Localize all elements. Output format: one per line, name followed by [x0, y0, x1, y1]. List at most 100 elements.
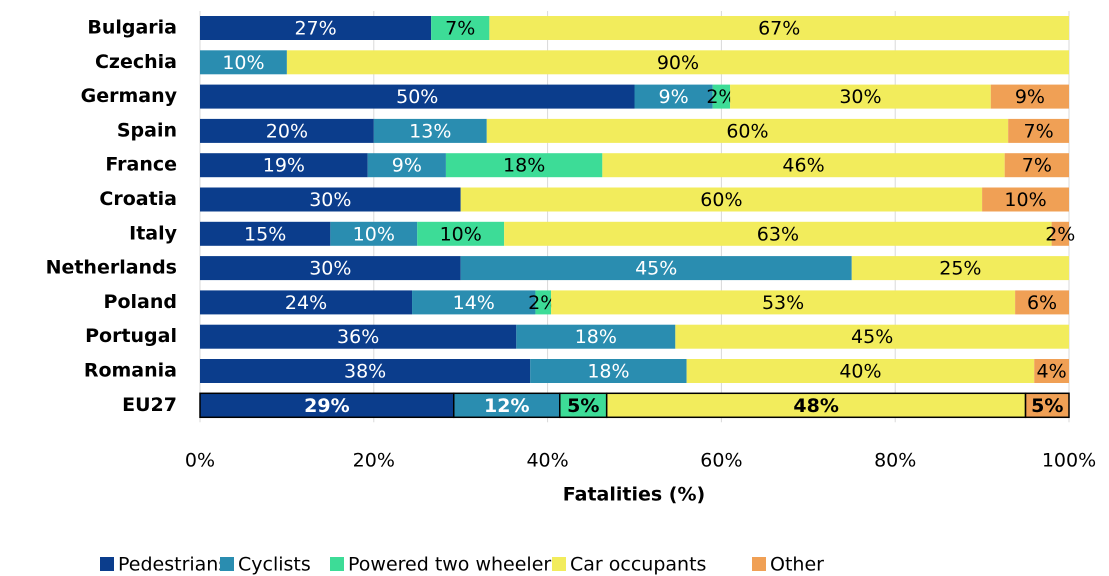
bar-segment: [990, 84, 1069, 109]
bar-segment: [530, 359, 687, 383]
legend-swatch: [330, 557, 344, 571]
legend-label: Pedestrians: [118, 554, 228, 576]
data-label: 7%: [445, 18, 475, 40]
bar-segment: [516, 324, 676, 349]
category-label: Czechia: [95, 51, 177, 73]
x-tick-label: 60%: [700, 450, 742, 472]
bar-segment: [489, 16, 1069, 40]
bar-segment: [200, 256, 461, 281]
legend-label: Other: [770, 554, 824, 576]
data-label: 7%: [1024, 120, 1054, 142]
data-label: 48%: [793, 395, 838, 417]
category-label: Poland: [104, 291, 177, 313]
bar-segment: [431, 16, 490, 40]
category-label: Netherlands: [46, 257, 177, 279]
category-label: Spain: [117, 119, 177, 141]
data-label: 2%: [1045, 223, 1075, 245]
bar-segment: [851, 256, 1069, 281]
data-label: 40%: [839, 361, 881, 383]
data-label: 30%: [309, 258, 351, 280]
category-label: Croatia: [99, 188, 177, 210]
data-label: 20%: [266, 120, 308, 142]
data-label: 5%: [1031, 395, 1063, 417]
bar-segment: [602, 153, 1005, 178]
x-tick-label: 100%: [1042, 450, 1096, 472]
bar-segment: [417, 221, 505, 246]
data-label: 45%: [635, 258, 677, 280]
data-label: 18%: [575, 326, 617, 348]
category-label: France: [105, 154, 177, 176]
bar-segment: [1024, 392, 1070, 419]
bar-segment: [460, 187, 983, 212]
bar-segment: [1051, 221, 1069, 246]
bar-segment: [200, 221, 331, 246]
bar-segment: [686, 359, 1035, 383]
bar-segment: [200, 16, 432, 40]
data-label: 2%: [528, 292, 558, 314]
data-label: 6%: [1027, 292, 1057, 314]
data-label: 9%: [659, 86, 689, 108]
data-label: 38%: [344, 361, 386, 383]
data-label: 14%: [453, 292, 495, 314]
data-label: 18%: [587, 361, 629, 383]
bar-segment: [373, 118, 487, 143]
bar-segment: [330, 221, 418, 246]
data-label: 53%: [762, 292, 804, 314]
x-tick-label: 80%: [874, 450, 916, 472]
bar-segment: [712, 84, 731, 109]
legend-label: Car occupants: [570, 554, 706, 576]
category-label: Germany: [81, 85, 178, 107]
data-label: 45%: [851, 326, 893, 348]
data-label: 10%: [222, 52, 264, 74]
data-label: 46%: [782, 155, 824, 177]
bar-segment: [200, 153, 368, 178]
category-label: Romania: [84, 360, 177, 382]
data-label: 12%: [484, 395, 529, 417]
data-label: 63%: [757, 223, 799, 245]
bar-segment: [200, 359, 531, 383]
category-label: Italy: [129, 222, 177, 244]
data-label: 18%: [503, 155, 545, 177]
bar-segment: [1004, 153, 1069, 178]
legend-label: Powered two wheelers: [348, 554, 561, 576]
bar-segment: [486, 118, 1009, 143]
x-tick-label: 0%: [185, 450, 215, 472]
legend-swatch: [100, 557, 114, 571]
bar-segment: [200, 50, 287, 75]
data-label: 10%: [1004, 189, 1046, 211]
bar-segment: [1008, 118, 1069, 143]
data-label: 67%: [758, 18, 800, 40]
bar-segment: [200, 290, 413, 315]
bar-segment: [286, 50, 1069, 75]
data-label: 13%: [409, 120, 451, 142]
bar-segment: [551, 290, 1016, 315]
bar-segment: [1015, 290, 1069, 315]
data-label: 10%: [440, 223, 482, 245]
legend-swatch: [552, 557, 566, 571]
bar-segment: [460, 256, 852, 281]
data-label: 60%: [726, 120, 768, 142]
data-label: 29%: [304, 395, 349, 417]
data-label: 4%: [1037, 361, 1067, 383]
data-label: 30%: [839, 86, 881, 108]
category-label: EU27: [122, 394, 177, 416]
data-label: 90%: [657, 52, 699, 74]
data-label: 27%: [294, 18, 336, 40]
bar-segment: [730, 84, 991, 109]
category-label: Bulgaria: [87, 17, 177, 39]
bar-segment: [445, 153, 603, 178]
data-label: 10%: [353, 223, 395, 245]
legend-label: Cyclists: [238, 554, 311, 576]
data-label: 36%: [337, 326, 379, 348]
x-tick-label: 40%: [526, 450, 568, 472]
data-label: 50%: [396, 86, 438, 108]
bar-segment: [535, 290, 552, 315]
data-label: 2%: [706, 86, 736, 108]
x-axis-title: Fatalities (%): [563, 484, 705, 506]
legend-swatch: [220, 557, 234, 571]
data-label: 5%: [567, 395, 599, 417]
data-label: 25%: [939, 258, 981, 280]
data-label: 9%: [392, 155, 422, 177]
bar-segment: [634, 84, 713, 109]
